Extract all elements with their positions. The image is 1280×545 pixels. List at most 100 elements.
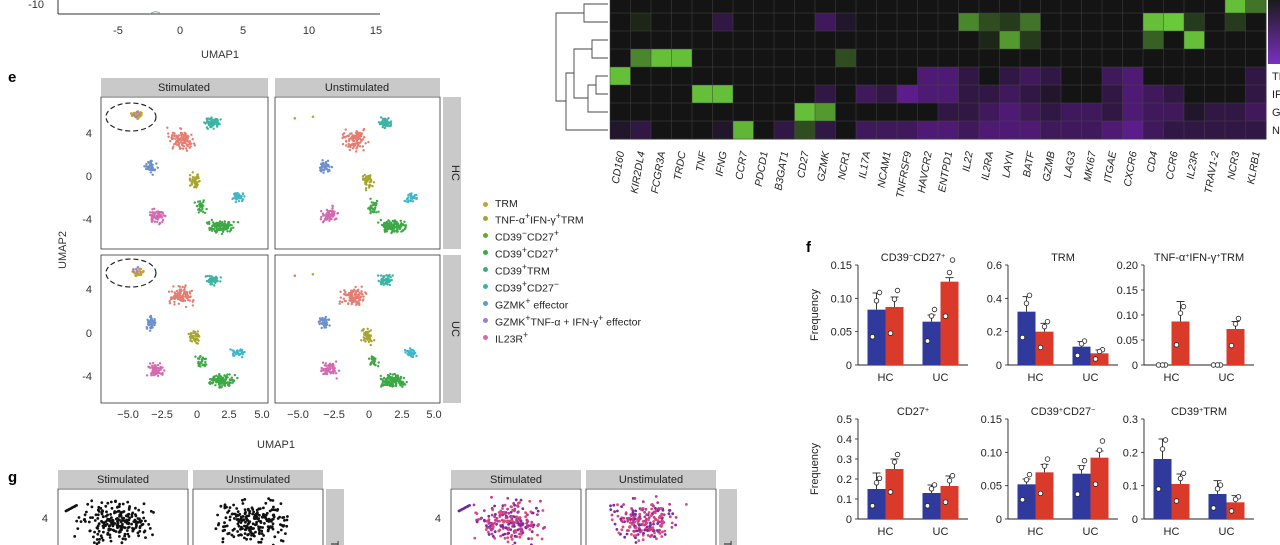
umap-point (318, 322, 321, 326)
data-point (1078, 464, 1085, 471)
umap-point (366, 332, 369, 335)
umap-g-point (479, 517, 483, 521)
heatmap-cell (815, 31, 836, 50)
umap-g-point (249, 527, 253, 531)
y-tick-label: 0 (1132, 360, 1138, 372)
umap-g-point (493, 530, 497, 534)
umap-g-point (638, 515, 642, 518)
umap-point (379, 218, 382, 222)
heatmap-cell (999, 0, 1021, 14)
umap-point (321, 322, 324, 326)
tick-label: −2.5 (151, 409, 173, 421)
umap-point (415, 354, 418, 358)
umap-g-point (654, 506, 657, 510)
umap-point (150, 316, 153, 319)
umap-point (175, 143, 179, 146)
umap-g-point (498, 519, 501, 523)
umap-g-point (524, 511, 527, 515)
umap-point (311, 272, 315, 276)
umap-g-point (636, 517, 640, 521)
heatmap-cell (1184, 103, 1205, 122)
bar (940, 486, 959, 519)
umap-point (208, 277, 212, 280)
umap-g-point (97, 541, 101, 544)
heatmap-cell (1102, 103, 1123, 122)
umap-g-point (507, 531, 510, 535)
heatmap-cell (979, 31, 1000, 50)
umap-point (324, 362, 327, 365)
umap-g-point (243, 536, 246, 540)
heatmap-cell (794, 121, 816, 140)
x-tick-label: UC (1219, 372, 1235, 384)
heatmap-cell (815, 103, 836, 122)
umap-g-point (532, 523, 536, 527)
umap-point (178, 285, 182, 288)
umap-point (223, 220, 226, 223)
umap-point (193, 144, 197, 147)
bar (1226, 502, 1245, 519)
umap-point (153, 220, 157, 223)
umap-point (350, 289, 354, 292)
heatmap-cell (1122, 67, 1144, 86)
heatmap-cell (1245, 121, 1267, 140)
umap-g-point (89, 516, 92, 519)
umap-point (150, 322, 153, 325)
y-tick-label: 0.05 (1117, 335, 1138, 347)
umap-point (407, 353, 410, 357)
umap-point (389, 372, 392, 376)
umap-g-point (124, 537, 127, 541)
umap-point (183, 135, 186, 138)
data-point (869, 334, 876, 340)
heatmap-cell (794, 67, 816, 86)
umap-point (196, 330, 199, 333)
umap-g-point (262, 534, 265, 537)
umap-point (190, 289, 194, 292)
umap-point (233, 373, 237, 377)
heatmap-cell (651, 67, 672, 86)
umap-g-point (112, 529, 116, 533)
umap-g-point (122, 525, 125, 529)
heatmap-cell (774, 103, 795, 122)
umap-g-point (138, 529, 142, 533)
umap-point (383, 376, 386, 380)
umap-point (377, 279, 380, 283)
heatmap-cell (1163, 103, 1185, 122)
umap-point (217, 223, 220, 226)
heatmap-cell (1061, 67, 1082, 86)
heatmap-cell (856, 49, 877, 68)
heatmap-cell (1163, 0, 1185, 14)
umap-e: Stimulated Unstimulated HC UC 4 0 -4 4 0… (57, 78, 461, 451)
umap-point (357, 302, 361, 305)
umap-point (358, 145, 362, 148)
umap-g-point (685, 503, 688, 506)
umap-g-point (265, 511, 269, 515)
heatmap-cell (712, 103, 734, 122)
umap-point (154, 372, 158, 375)
heatmap-cell (753, 31, 775, 50)
umap-g-point (655, 529, 659, 532)
umap-g-point (658, 529, 662, 532)
umap-g-point (497, 529, 501, 533)
umap-point (341, 300, 344, 304)
umap-g-point (232, 517, 236, 520)
umap-g-point (109, 528, 113, 531)
umap-point (293, 274, 297, 278)
umap-g-point (497, 511, 501, 514)
bar (922, 493, 941, 519)
umap-g-point (73, 535, 77, 538)
umap-point (345, 294, 348, 297)
umap-point (393, 230, 396, 233)
umap-g-point (75, 519, 79, 523)
facet-strip (326, 489, 344, 545)
umap-point (324, 160, 328, 164)
heatmap-col-label: CCR7 (733, 149, 750, 180)
umap-g-point (628, 525, 632, 529)
umap-point (222, 223, 225, 226)
umap-g-point (123, 519, 126, 523)
umap-g-point (134, 526, 138, 529)
umap-point (157, 367, 160, 370)
umap-g-point (257, 519, 261, 523)
umap-g-point (487, 514, 491, 518)
heatmap-col-label: TNFRSF9 (894, 150, 914, 199)
